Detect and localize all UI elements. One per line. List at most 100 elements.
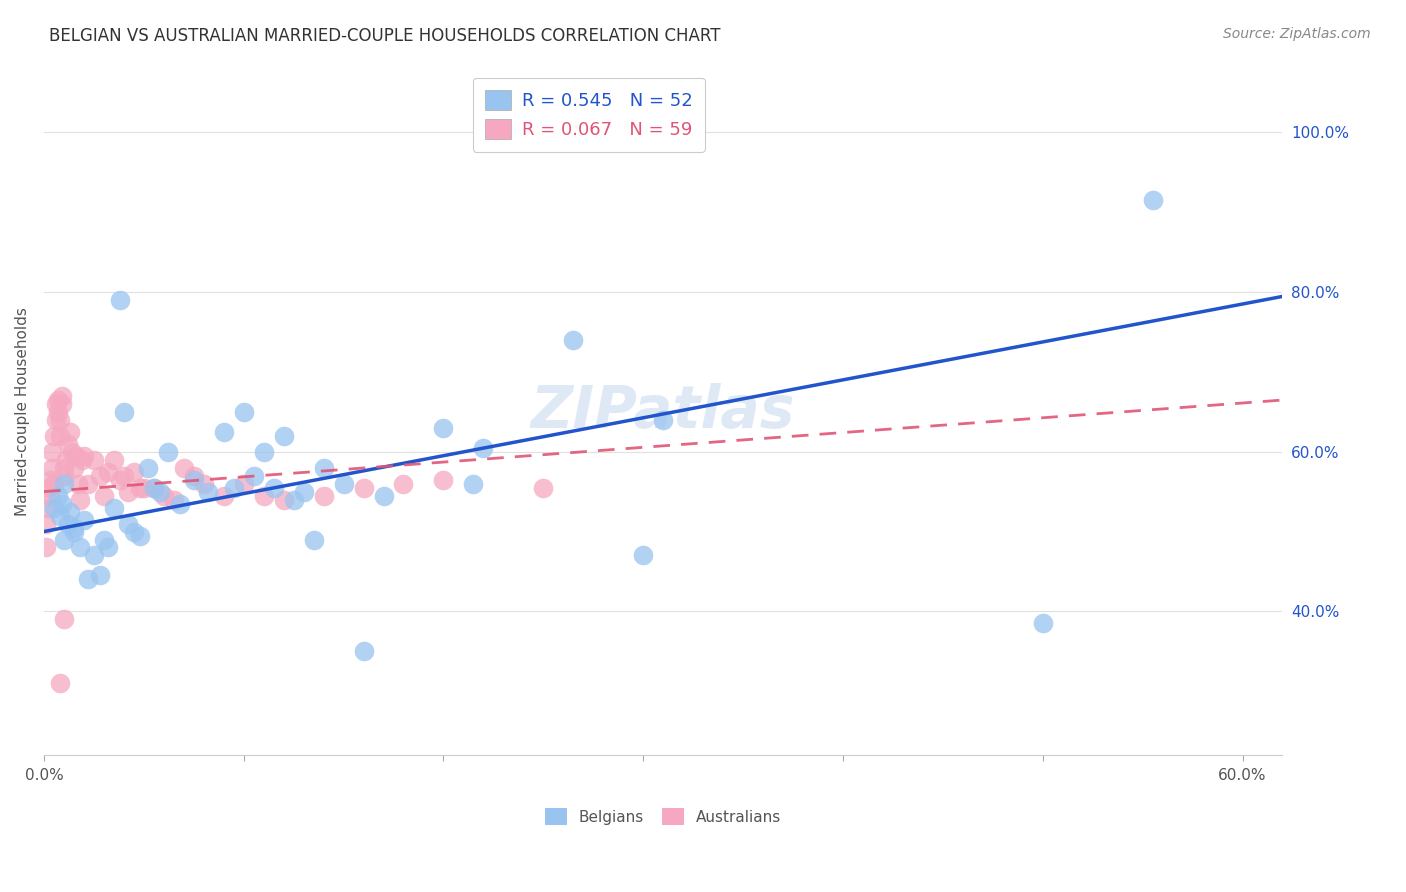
Point xyxy=(156,444,179,458)
Point xyxy=(142,481,165,495)
Point xyxy=(253,489,276,503)
Point xyxy=(253,444,276,458)
Point xyxy=(112,405,135,419)
Point xyxy=(273,428,295,442)
Point xyxy=(472,441,495,455)
Point xyxy=(45,397,67,411)
Point xyxy=(41,460,63,475)
Point xyxy=(312,460,335,475)
Point xyxy=(332,476,354,491)
Point xyxy=(562,333,585,347)
Point xyxy=(76,573,98,587)
Point xyxy=(59,505,82,519)
Point xyxy=(103,500,125,515)
Point xyxy=(112,468,135,483)
Point xyxy=(55,452,77,467)
Point xyxy=(65,449,87,463)
Point xyxy=(66,476,89,491)
Point xyxy=(292,484,315,499)
Point xyxy=(463,476,485,491)
Point xyxy=(37,481,59,495)
Point xyxy=(631,549,654,563)
Point xyxy=(56,436,79,450)
Point xyxy=(312,489,335,503)
Text: Source: ZipAtlas.com: Source: ZipAtlas.com xyxy=(1223,27,1371,41)
Point xyxy=(52,468,75,483)
Point xyxy=(136,460,159,475)
Point xyxy=(49,413,72,427)
Point xyxy=(97,541,120,555)
Point xyxy=(108,293,131,307)
Point xyxy=(76,476,98,491)
Point xyxy=(117,484,139,499)
Point xyxy=(117,516,139,531)
Point xyxy=(222,481,245,495)
Point xyxy=(63,524,86,539)
Point xyxy=(302,533,325,547)
Point xyxy=(83,549,105,563)
Point xyxy=(183,473,205,487)
Point xyxy=(60,444,83,458)
Point xyxy=(212,425,235,439)
Point xyxy=(41,444,63,458)
Point xyxy=(142,481,165,495)
Legend: Belgians, Australians: Belgians, Australians xyxy=(537,800,789,832)
Point xyxy=(273,492,295,507)
Point xyxy=(37,500,59,515)
Point xyxy=(122,465,145,479)
Point xyxy=(263,481,285,495)
Y-axis label: Married-couple Households: Married-couple Households xyxy=(15,308,30,516)
Point xyxy=(531,481,554,495)
Point xyxy=(51,497,73,511)
Point xyxy=(52,460,75,475)
Point xyxy=(152,489,174,503)
Point xyxy=(89,568,111,582)
Point xyxy=(45,413,67,427)
Point xyxy=(353,644,375,658)
Point xyxy=(173,460,195,475)
Point xyxy=(432,473,454,487)
Point xyxy=(1032,616,1054,631)
Point xyxy=(49,428,72,442)
Point xyxy=(38,489,60,503)
Point xyxy=(197,484,219,499)
Point xyxy=(38,473,60,487)
Point xyxy=(212,489,235,503)
Point xyxy=(56,516,79,531)
Point xyxy=(128,481,150,495)
Point xyxy=(128,528,150,542)
Point xyxy=(51,389,73,403)
Point xyxy=(63,460,86,475)
Point xyxy=(70,452,93,467)
Point xyxy=(63,520,86,534)
Point xyxy=(42,476,65,491)
Point xyxy=(149,484,172,499)
Point xyxy=(83,452,105,467)
Point xyxy=(93,489,115,503)
Point xyxy=(69,541,91,555)
Point xyxy=(242,468,264,483)
Point xyxy=(97,465,120,479)
Point xyxy=(103,452,125,467)
Point xyxy=(169,497,191,511)
Point xyxy=(373,489,395,503)
Point xyxy=(69,492,91,507)
Point xyxy=(52,533,75,547)
Point xyxy=(232,405,254,419)
Point xyxy=(46,405,69,419)
Point xyxy=(35,541,58,555)
Point xyxy=(52,612,75,626)
Point xyxy=(89,468,111,483)
Point xyxy=(42,428,65,442)
Point xyxy=(193,476,215,491)
Point xyxy=(108,473,131,487)
Point xyxy=(283,492,305,507)
Point xyxy=(46,392,69,407)
Point xyxy=(232,476,254,491)
Point xyxy=(49,676,72,690)
Point xyxy=(432,421,454,435)
Point xyxy=(42,500,65,515)
Text: ZIPatlas: ZIPatlas xyxy=(531,384,796,441)
Point xyxy=(353,481,375,495)
Point xyxy=(652,413,675,427)
